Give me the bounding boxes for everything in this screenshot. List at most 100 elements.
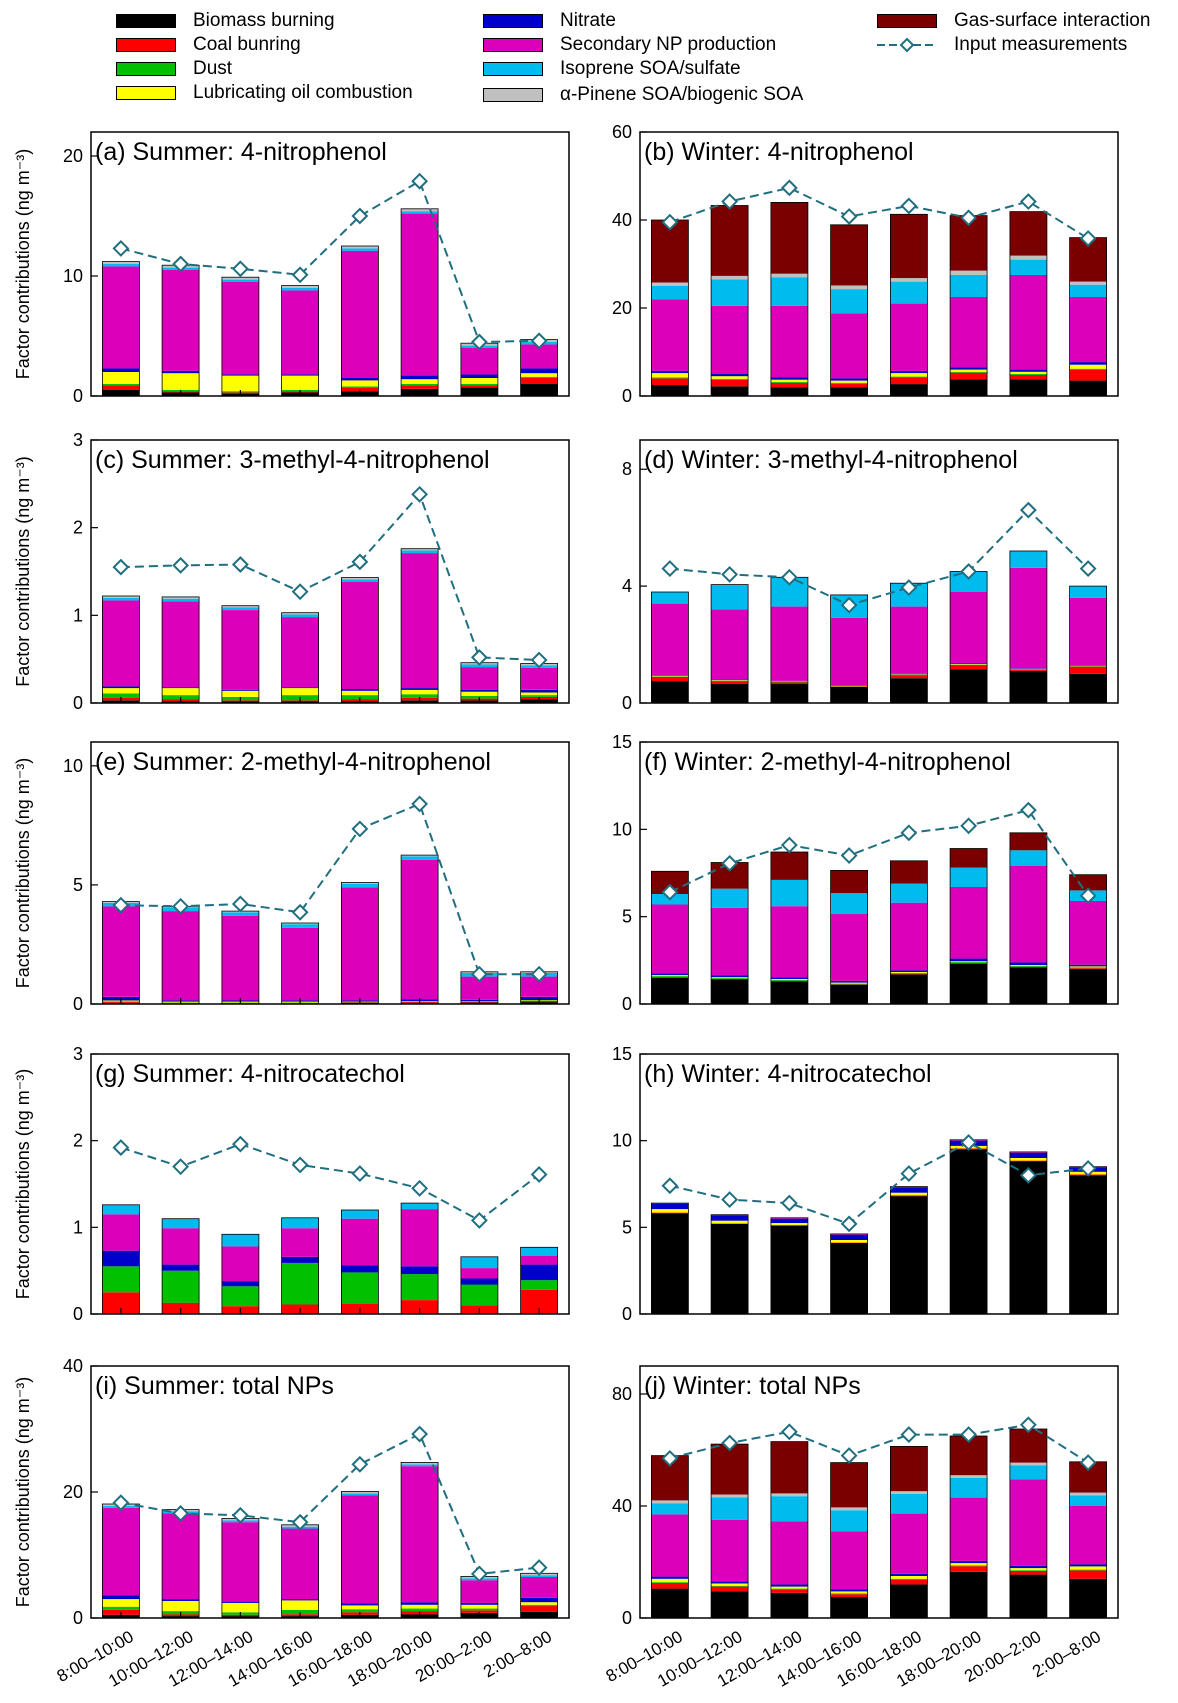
- bar-segment: [651, 975, 689, 977]
- bar-segment: [651, 1503, 689, 1515]
- bar-segment: [711, 378, 749, 380]
- bar-segment: [890, 1491, 928, 1494]
- bar-segment: [341, 582, 379, 689]
- panel-a: 0 10 20 (a) Summer: 4-nitrophenol Factor con…: [13, 131, 570, 406]
- bar-segment: [281, 375, 319, 390]
- y-tick-label: 0: [622, 386, 632, 406]
- bar-segment: [102, 384, 140, 386]
- bar-segment: [520, 976, 558, 997]
- measurement-point: [900, 579, 918, 596]
- bar-segment: [460, 1256, 498, 1269]
- measurement-line: [120, 179, 540, 344]
- bar-segment: [711, 1444, 749, 1495]
- bar-segment: [341, 380, 379, 387]
- bar-segment: [1069, 1566, 1107, 1570]
- bar-segment: [102, 385, 140, 390]
- bar-segment: [401, 553, 439, 689]
- bar-segment: [401, 1274, 439, 1301]
- bar-segment: [281, 688, 319, 696]
- bar-segment: [1069, 281, 1107, 285]
- bar-segment: [830, 982, 868, 984]
- bar-segment: [102, 688, 140, 694]
- legend-swatch: [483, 14, 543, 28]
- bar-segment: [950, 963, 988, 1004]
- bar-segment: [890, 303, 928, 371]
- bar-segment: [520, 1604, 558, 1607]
- y-tick-label: 0: [73, 1608, 83, 1628]
- y-tick-label: 5: [622, 1217, 632, 1237]
- measurement-point: [291, 1513, 309, 1531]
- bar-segment: [401, 548, 439, 551]
- legend-label: Gas-surface interaction: [954, 10, 1151, 31]
- y-tick-label: 20: [63, 1482, 83, 1502]
- bar-segment: [341, 1491, 379, 1494]
- bar-segment: [950, 848, 988, 868]
- y-axis-label: Factor contributions (ng m⁻³): [13, 1377, 33, 1608]
- bar-segment: [651, 904, 689, 974]
- bar-segment: [1069, 1175, 1107, 1314]
- measurement-point: [231, 260, 249, 278]
- panel-f: 0 5 10 15 (f) Winter: 2-methyl-4-nitrophenol: [612, 732, 1119, 1014]
- measurement-point: [470, 333, 488, 351]
- bar-segment: [950, 663, 988, 665]
- measurement-point: [960, 563, 978, 580]
- bar-segment: [1009, 551, 1047, 568]
- panel-g: 0 1 2 3 (g) Summer: 4-nitrocatechol Factor co…: [13, 1044, 570, 1324]
- y-tick-label: 2: [73, 1131, 83, 1151]
- bar-segment: [341, 248, 379, 251]
- bar-segment: [401, 1203, 439, 1210]
- bar-segment: [1009, 966, 1047, 968]
- bar-segment: [890, 370, 928, 374]
- bar-segment: [711, 379, 749, 387]
- bar-segment: [890, 970, 928, 972]
- bar-segment: [1009, 1161, 1047, 1314]
- bar-segment: [950, 1478, 988, 1498]
- measurement-point: [291, 1156, 309, 1174]
- measurement-point: [661, 1449, 679, 1467]
- bar-segment: [770, 377, 808, 380]
- bar-segment: [341, 887, 379, 1001]
- bar-segment: [102, 1250, 140, 1267]
- bar-segment: [1009, 1429, 1047, 1463]
- bar-segment: [830, 980, 868, 983]
- measurement-line: [669, 508, 1089, 607]
- bar-segment: [102, 368, 140, 372]
- bar-segment: [162, 687, 200, 689]
- bar-segment: [830, 1233, 868, 1235]
- bar-segment: [711, 1583, 749, 1586]
- y-tick-label: 0: [73, 1304, 83, 1324]
- x-tick-label: 2:00–8:00: [1029, 1627, 1104, 1681]
- bar-segment: [1009, 832, 1047, 851]
- bar-segment: [890, 972, 928, 974]
- bar-segment: [770, 680, 808, 682]
- bar-segment: [401, 855, 439, 857]
- measurement-point: [231, 556, 249, 573]
- bar-segment: [401, 213, 439, 376]
- bar-segment: [221, 277, 259, 280]
- measurement-point: [411, 172, 429, 190]
- bar-segment: [890, 972, 928, 973]
- bar-segment: [830, 1593, 868, 1595]
- bar-segment: [1069, 968, 1107, 970]
- measurement-point: [1079, 230, 1097, 247]
- bar-segment: [221, 375, 259, 392]
- bar-segment: [651, 603, 689, 676]
- bar-segment: [1009, 967, 1047, 1004]
- bar-segment: [460, 667, 498, 690]
- measurement-point: [411, 1179, 429, 1197]
- bar-segment: [890, 377, 928, 385]
- measurement-point: [172, 1158, 190, 1176]
- legend-label: Input measurements: [954, 34, 1128, 55]
- bar-segment: [520, 1606, 558, 1612]
- bar-segment: [341, 1495, 379, 1604]
- bar-segment: [520, 695, 558, 697]
- measurement-point: [530, 1559, 548, 1577]
- bar-segment: [651, 1578, 689, 1583]
- y-axis-label: Factor contributions (ng m⁻³): [13, 1069, 33, 1300]
- bar-segment: [950, 664, 988, 665]
- bar-segment: [770, 852, 808, 880]
- bar-segment: [651, 299, 689, 371]
- bar-segment: [770, 379, 808, 382]
- bar-segment: [281, 617, 319, 688]
